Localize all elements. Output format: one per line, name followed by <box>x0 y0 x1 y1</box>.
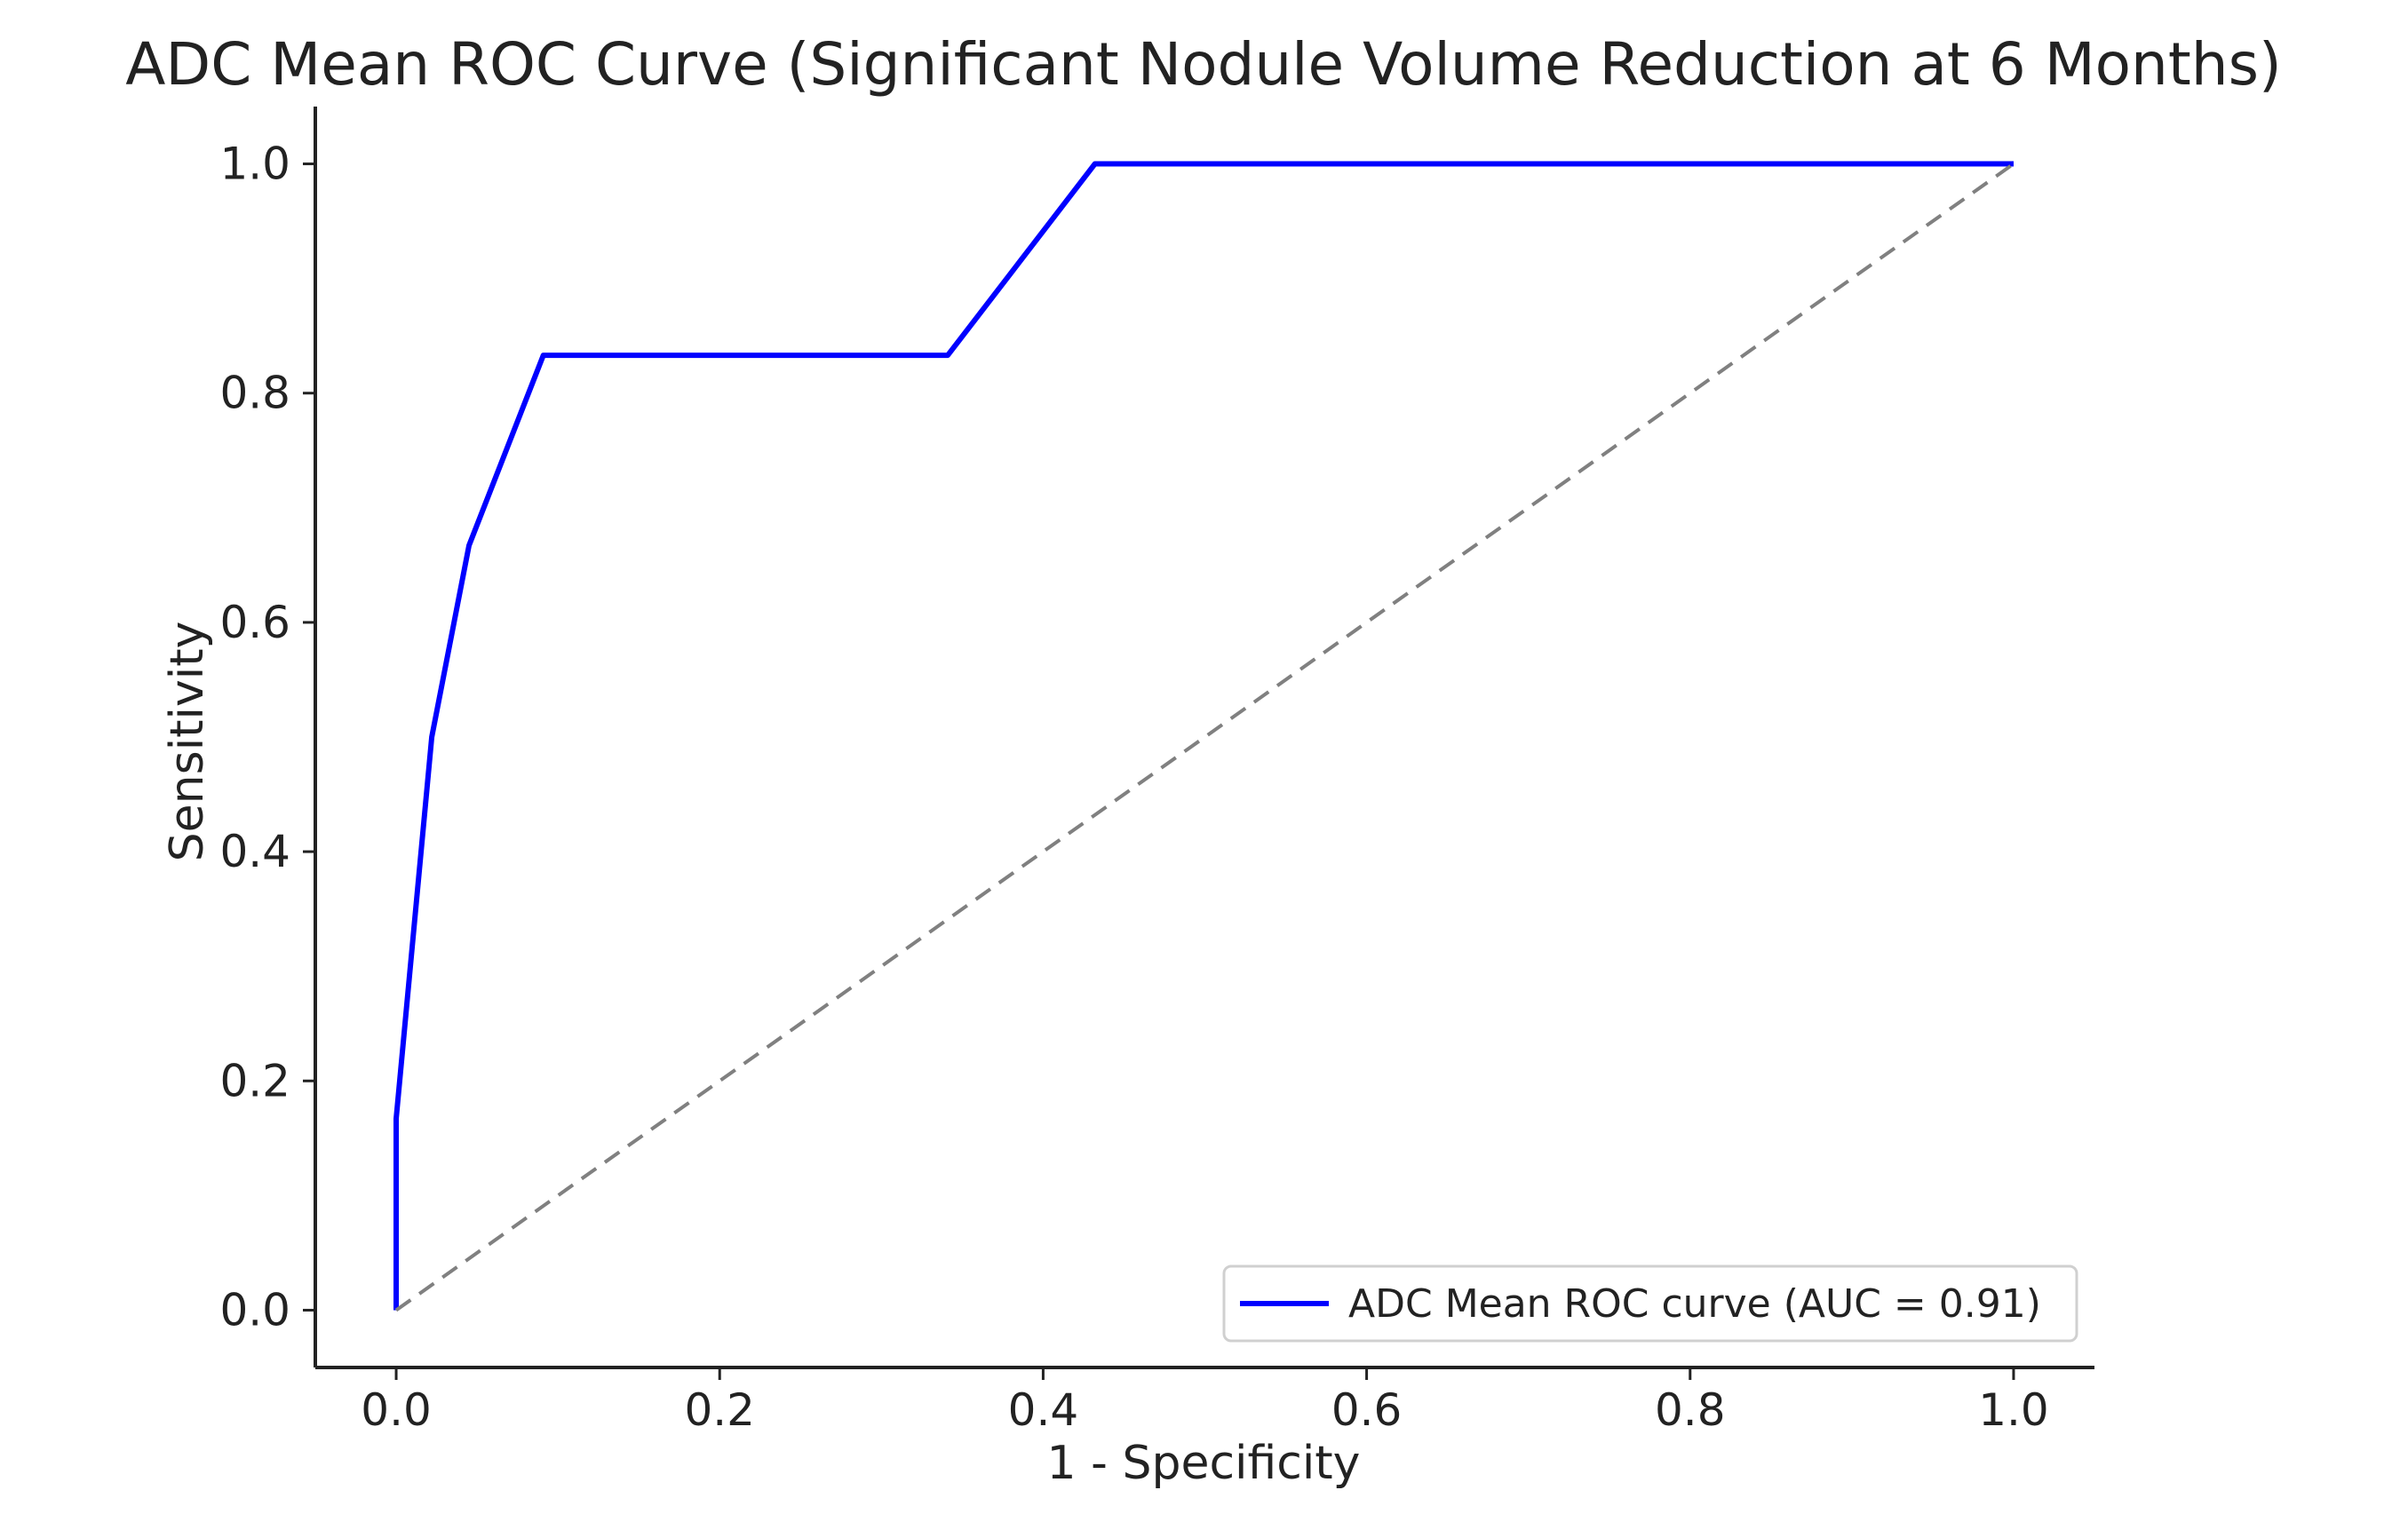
legend-box <box>1222 1264 2078 1343</box>
chance-diagonal-line <box>394 162 2015 1312</box>
x-tick-label: 0.2 <box>684 1384 755 1436</box>
y-tick-label: 0.0 <box>219 1284 290 1336</box>
y-tick-label: 0.8 <box>219 368 290 419</box>
y-tick-label: 0.2 <box>219 1055 290 1106</box>
roc-curve-line <box>393 161 2014 1311</box>
legend-label: ADC Mean ROC curve (AUC = 0.91) <box>1348 1281 2041 1327</box>
x-tick-label: 0.0 <box>361 1384 432 1436</box>
y-axis-label: Sensitivity <box>161 622 214 862</box>
y-tick-label: 0.6 <box>219 597 290 648</box>
x-tick-label: 0.8 <box>1655 1384 1726 1436</box>
plot-area <box>393 161 2015 1312</box>
y-tick-label: 1.0 <box>219 139 290 190</box>
x-axis-label: 1 - Specificity <box>1047 1437 1361 1490</box>
x-tick-label: 1.0 <box>1978 1384 2049 1436</box>
legend: ADC Mean ROC curve (AUC = 0.91) <box>1222 1264 2078 1343</box>
y-tick-label: 0.4 <box>219 826 290 877</box>
chart-title: ADC Mean ROC Curve (Significant Nodule V… <box>125 30 2281 99</box>
axes: 0.0 0.2 0.4 0.6 0.8 1.0 0.0 0.2 0.4 0.6 0.8 1.0 <box>219 107 2094 1436</box>
x-tick-label: 0.4 <box>1008 1384 1079 1436</box>
x-tick-label: 0.6 <box>1331 1384 1403 1436</box>
